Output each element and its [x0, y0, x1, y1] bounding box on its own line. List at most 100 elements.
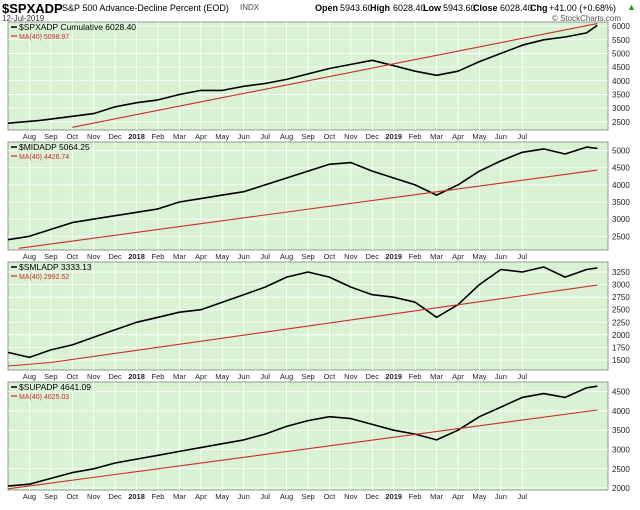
y-tick-label: 2500 — [612, 306, 630, 315]
panel-ma-label: MA(40) 4426.74 — [19, 154, 69, 161]
panel-title: $SMLADP 3333.13 — [19, 262, 92, 272]
x-tick-label: Jul — [260, 132, 270, 141]
ma40-series-line — [18, 169, 598, 249]
x-tick-label: May — [472, 132, 486, 141]
x-tick-label: Dec — [366, 372, 380, 381]
x-tick-label: Aug — [280, 132, 293, 141]
y-tick-label: 3000 — [612, 281, 630, 290]
panel-title: $SPXADP Cumulative 6028.40 — [19, 22, 136, 32]
x-tick-label: Feb — [409, 492, 422, 501]
x-tick-label: 2019 — [385, 492, 402, 501]
x-tick-label: Feb — [152, 372, 165, 381]
price-series-line — [7, 266, 598, 359]
high-label: High — [370, 3, 390, 13]
x-tick-label: Dec — [366, 132, 380, 141]
x-tick-label: Nov — [344, 252, 358, 261]
low-label: Low — [423, 3, 441, 13]
x-tick-label: Nov — [344, 372, 358, 381]
x-tick-label: Apr — [195, 372, 207, 381]
panel-title: $MIDADP 5064.25 — [19, 142, 90, 152]
panel-ma-label: MA(40) 4025.03 — [19, 394, 69, 401]
x-tick-label: Mar — [173, 252, 186, 261]
x-tick-label: Apr — [195, 132, 207, 141]
x-tick-label: Sep — [44, 492, 57, 501]
open-value: 5943.60 — [340, 3, 373, 13]
ma40-series-line — [7, 409, 598, 490]
y-tick-label: 3250 — [612, 268, 630, 277]
x-tick-label: Aug — [280, 372, 293, 381]
x-tick-label: May — [472, 492, 486, 501]
x-tick-label: 2018 — [128, 252, 145, 261]
y-tick-label: 4000 — [612, 181, 630, 190]
x-tick-label: Apr — [195, 252, 207, 261]
x-tick-label: Aug — [23, 372, 36, 381]
x-tick-label: Jun — [238, 492, 250, 501]
x-tick-label: Sep — [301, 372, 314, 381]
y-tick-label: 6000 — [612, 22, 630, 31]
x-tick-label: May — [215, 372, 229, 381]
y-tick-label: 5500 — [612, 36, 630, 45]
x-tick-label: Jul — [260, 252, 270, 261]
symbol: $SPXADP — [2, 1, 63, 16]
y-tick-label: 2750 — [612, 293, 630, 302]
x-tick-label: Mar — [430, 372, 443, 381]
price-series-line — [7, 24, 598, 124]
x-tick-label: Aug — [23, 132, 36, 141]
x-tick-label: Dec — [108, 252, 122, 261]
x-tick-label: Apr — [452, 132, 464, 141]
x-tick-label: Oct — [66, 492, 79, 501]
y-tick-label: 2500 — [612, 118, 630, 127]
chart-header: $SPXADP S&P 500 Advance-Decline Percent … — [0, 0, 640, 24]
x-tick-label: Mar — [430, 492, 443, 501]
x-tick-label: Mar — [430, 132, 443, 141]
price-series-line — [7, 146, 598, 241]
x-tick-label: Jul — [517, 252, 527, 261]
x-tick-label: Jun — [238, 132, 250, 141]
close-value: 6028.40 — [500, 3, 533, 13]
x-tick-label: Jun — [495, 492, 507, 501]
x-tick-label: May — [215, 492, 229, 501]
y-tick-label: 4500 — [612, 164, 630, 173]
x-tick-label: Jul — [517, 372, 527, 381]
x-tick-label: Sep — [301, 492, 314, 501]
y-tick-label: 3000 — [612, 446, 630, 455]
x-tick-label: 2019 — [385, 372, 402, 381]
x-tick-label: Feb — [409, 372, 422, 381]
x-tick-label: May — [472, 372, 486, 381]
x-tick-label: Nov — [87, 132, 101, 141]
x-tick-label: Feb — [409, 132, 422, 141]
x-tick-label: Feb — [152, 492, 165, 501]
x-tick-label: Oct — [66, 132, 79, 141]
x-tick-label: Mar — [173, 132, 186, 141]
x-tick-label: 2018 — [128, 372, 145, 381]
y-tick-label: 5000 — [612, 49, 630, 58]
panel-title: $SUPADP 4641.09 — [19, 382, 91, 392]
x-tick-label: Sep — [301, 252, 314, 261]
x-tick-label: Sep — [44, 372, 57, 381]
chg-up-arrow-icon: ▲ — [627, 2, 636, 12]
y-tick-label: 3500 — [612, 426, 630, 435]
y-tick-label: 1500 — [612, 356, 630, 365]
x-tick-label: Oct — [66, 372, 79, 381]
stockcharts-credit: © StockCharts.com — [552, 14, 622, 23]
y-tick-label: 2500 — [612, 465, 630, 474]
x-tick-label: 2018 — [128, 132, 145, 141]
x-tick-label: May — [215, 252, 229, 261]
y-tick-label: 2500 — [612, 232, 630, 241]
x-tick-label: Mar — [173, 492, 186, 501]
date: 12-Jul-2019 — [2, 14, 45, 23]
y-tick-label: 4500 — [612, 388, 630, 397]
y-tick-label: 3000 — [612, 215, 630, 224]
x-tick-label: Nov — [344, 132, 358, 141]
x-tick-label: Oct — [66, 252, 79, 261]
price-series-line — [7, 385, 598, 487]
x-tick-label: 2019 — [385, 252, 402, 261]
x-tick-label: Feb — [152, 132, 165, 141]
x-tick-label: 2018 — [128, 492, 145, 501]
low-value: 5943.60 — [443, 3, 476, 13]
x-tick-label: Dec — [108, 372, 122, 381]
ma40-series-line — [7, 284, 598, 367]
exchange: INDX — [240, 3, 260, 12]
close-label: Close — [473, 3, 498, 13]
x-tick-label: Dec — [108, 132, 122, 141]
